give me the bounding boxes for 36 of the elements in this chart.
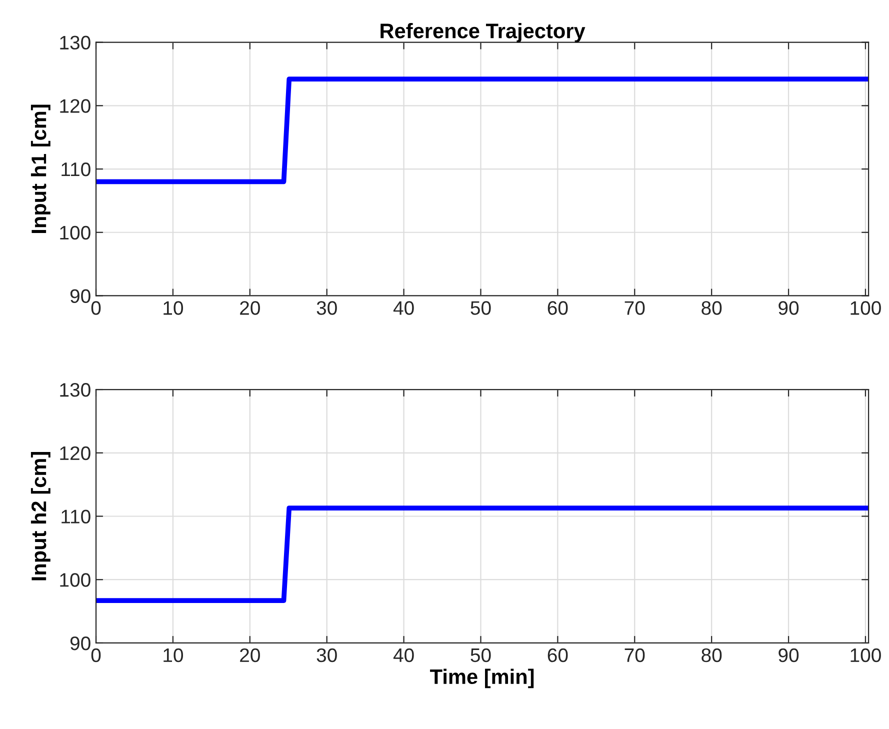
- x-tick-label: 30: [316, 648, 337, 662]
- x-tick-label: 30: [316, 301, 337, 315]
- y-tick-label: 110: [62, 162, 90, 176]
- x-tick-label: 20: [240, 301, 260, 315]
- x-tick-label: 100: [850, 648, 881, 662]
- x-tick-label: 50: [470, 301, 491, 315]
- x-tick-label: 60: [548, 301, 568, 315]
- x-tick-label: 90: [778, 648, 799, 662]
- y-axis-title: Input h1 [cm]: [30, 104, 50, 233]
- chart-title: Reference Trajectory: [380, 23, 586, 42]
- x-tick-label: 0: [91, 301, 101, 315]
- y-tick-label: 90: [70, 636, 90, 650]
- x-tick-label: 80: [702, 648, 722, 662]
- x-tick-label: 20: [240, 648, 260, 662]
- y-tick-label: 100: [60, 226, 90, 240]
- y-tick-label: 120: [60, 99, 90, 113]
- x-tick-label: 10: [164, 648, 184, 662]
- x-tick-label: 90: [778, 301, 799, 315]
- y-axis-title: Input h2 [cm]: [30, 452, 50, 580]
- y-tick-label: 120: [60, 446, 90, 460]
- x-axis-title: Time [min]: [430, 668, 534, 688]
- y-tick-label: 130: [60, 382, 90, 397]
- x-tick-label: 50: [470, 648, 491, 662]
- y-tick-label: 90: [70, 289, 90, 303]
- x-tick-label: 10: [164, 301, 184, 315]
- x-tick-label: 60: [548, 648, 568, 662]
- x-tick-label: 0: [91, 648, 101, 662]
- x-tick-label: 100: [850, 301, 881, 315]
- x-tick-label: 40: [393, 301, 414, 315]
- x-tick-label: 40: [393, 648, 414, 662]
- y-tick-label: 110: [62, 510, 90, 524]
- y-tick-label: 130: [60, 36, 90, 50]
- x-tick-label: 80: [702, 301, 722, 315]
- x-tick-label: 70: [624, 648, 645, 662]
- x-tick-label: 70: [624, 301, 645, 315]
- y-tick-label: 100: [60, 573, 90, 587]
